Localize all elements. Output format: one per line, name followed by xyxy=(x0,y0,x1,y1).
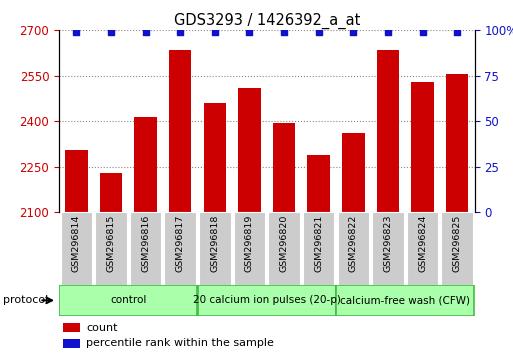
Bar xyxy=(377,50,399,212)
Point xyxy=(349,29,358,35)
FancyBboxPatch shape xyxy=(165,212,196,285)
Text: GSM296816: GSM296816 xyxy=(141,215,150,272)
Point xyxy=(245,29,253,35)
Bar xyxy=(446,74,468,212)
FancyBboxPatch shape xyxy=(61,212,92,285)
Text: GSM296823: GSM296823 xyxy=(383,215,392,272)
Text: 20 calcium ion pulses (20-p): 20 calcium ion pulses (20-p) xyxy=(193,295,341,306)
Point xyxy=(72,29,81,35)
FancyBboxPatch shape xyxy=(442,212,473,285)
FancyBboxPatch shape xyxy=(303,212,334,285)
Text: GSM296825: GSM296825 xyxy=(452,215,462,272)
Point xyxy=(176,29,184,35)
Text: GSM296817: GSM296817 xyxy=(175,215,185,272)
Point xyxy=(211,29,219,35)
FancyBboxPatch shape xyxy=(198,285,336,316)
FancyBboxPatch shape xyxy=(95,212,127,285)
FancyBboxPatch shape xyxy=(268,212,300,285)
Text: percentile rank within the sample: percentile rank within the sample xyxy=(86,338,274,348)
FancyBboxPatch shape xyxy=(199,212,230,285)
Point xyxy=(419,29,427,35)
Bar xyxy=(273,123,295,212)
Text: calcium-free wash (CFW): calcium-free wash (CFW) xyxy=(340,295,470,306)
Bar xyxy=(411,82,434,212)
Text: GSM296818: GSM296818 xyxy=(210,215,220,272)
Point xyxy=(314,29,323,35)
FancyBboxPatch shape xyxy=(372,212,404,285)
Point xyxy=(107,29,115,35)
Text: protocol: protocol xyxy=(3,295,48,306)
Text: GSM296820: GSM296820 xyxy=(280,215,289,272)
FancyBboxPatch shape xyxy=(338,212,369,285)
Title: GDS3293 / 1426392_a_at: GDS3293 / 1426392_a_at xyxy=(173,12,360,29)
Bar xyxy=(238,88,261,212)
Point xyxy=(280,29,288,35)
Text: GSM296821: GSM296821 xyxy=(314,215,323,272)
Point xyxy=(453,29,461,35)
Bar xyxy=(63,339,80,348)
Bar xyxy=(307,155,330,212)
FancyBboxPatch shape xyxy=(337,285,474,316)
Text: GSM296824: GSM296824 xyxy=(418,215,427,272)
Text: control: control xyxy=(110,295,146,306)
Text: GSM296814: GSM296814 xyxy=(72,215,81,272)
Text: GSM296822: GSM296822 xyxy=(349,215,358,272)
FancyBboxPatch shape xyxy=(60,285,197,316)
Bar xyxy=(169,50,191,212)
Bar xyxy=(100,173,122,212)
FancyBboxPatch shape xyxy=(130,212,161,285)
Text: count: count xyxy=(86,322,117,332)
Bar xyxy=(63,323,80,332)
Bar xyxy=(342,133,365,212)
Bar xyxy=(65,150,88,212)
Point xyxy=(384,29,392,35)
Text: GSM296815: GSM296815 xyxy=(106,215,115,272)
FancyBboxPatch shape xyxy=(234,212,265,285)
Bar xyxy=(204,103,226,212)
Text: GSM296819: GSM296819 xyxy=(245,215,254,272)
Point xyxy=(142,29,150,35)
FancyBboxPatch shape xyxy=(407,212,438,285)
Bar xyxy=(134,117,157,212)
